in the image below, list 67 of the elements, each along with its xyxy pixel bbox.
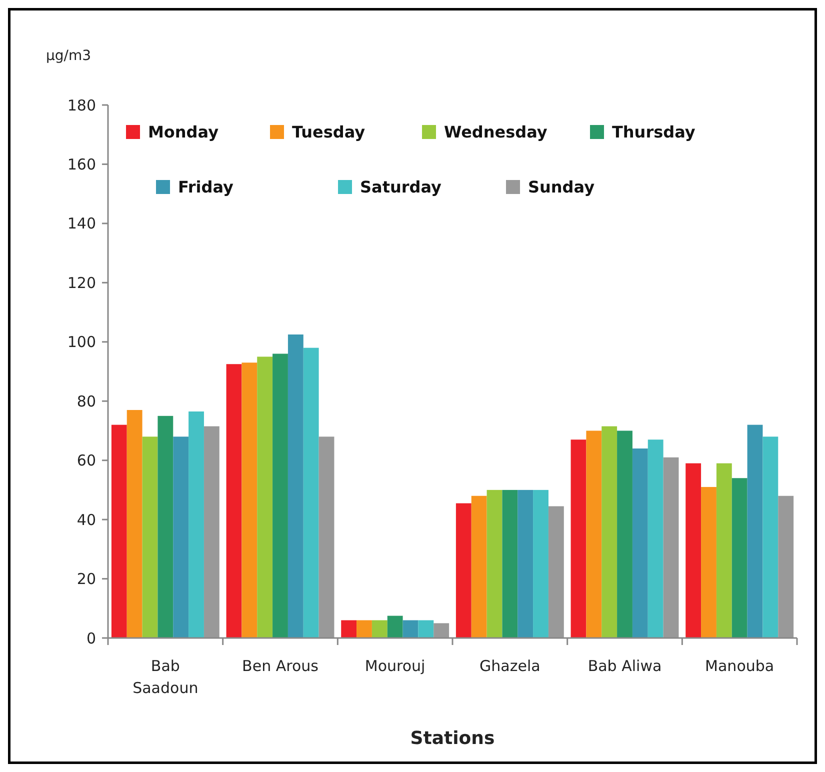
bar	[126, 410, 142, 638]
x-tick-label: Bab Aliwa	[588, 657, 662, 675]
x-tick-label: Ben Arous	[242, 657, 319, 675]
bar	[701, 486, 716, 638]
bar	[372, 620, 388, 638]
bar	[303, 348, 319, 638]
legend-label: Thursday	[612, 122, 696, 142]
bar	[533, 490, 548, 638]
bar	[732, 478, 748, 638]
bar	[648, 440, 664, 638]
bar	[778, 496, 794, 638]
bar	[632, 448, 648, 638]
bar	[402, 620, 418, 638]
y-tick-label: 120	[67, 274, 96, 292]
bar	[617, 430, 632, 638]
legend-label: Tuesday	[292, 122, 366, 142]
bar	[288, 334, 304, 638]
bar	[570, 440, 586, 638]
bar	[486, 490, 502, 638]
bar	[747, 424, 763, 638]
legend-label: Friday	[178, 178, 234, 197]
bar	[602, 426, 618, 638]
legend-label: Saturday	[360, 178, 442, 197]
bar	[456, 503, 472, 638]
bar	[242, 362, 258, 638]
y-axis-title: µg/m3	[46, 48, 92, 64]
bar	[663, 457, 679, 638]
x-tick-label: Mourouj	[364, 657, 426, 675]
bar	[586, 430, 602, 638]
y-tick-label: 100	[67, 333, 96, 352]
bar	[318, 436, 334, 638]
y-tick-label: 180	[67, 96, 96, 114]
bar	[548, 506, 564, 638]
bar	[111, 424, 127, 638]
x-tick-label: Ghazela	[480, 657, 540, 675]
y-tick-label: 0	[86, 629, 96, 648]
bar	[188, 411, 204, 638]
legend-label: Sunday	[528, 178, 596, 197]
bar	[226, 364, 242, 638]
bar	[471, 496, 487, 638]
y-tick-label: 160	[67, 155, 96, 174]
legend-label: Monday	[148, 122, 220, 142]
x-tick-label: Manouba	[705, 657, 774, 675]
bar	[716, 463, 732, 638]
bar	[341, 620, 357, 638]
bar	[204, 426, 220, 638]
x-tick-label: Bab Saadoun	[132, 657, 198, 697]
bar	[518, 490, 534, 638]
y-tick-label: 60	[76, 452, 96, 470]
y-tick-label: 20	[76, 570, 96, 588]
bar	[142, 436, 158, 638]
bar	[173, 436, 189, 638]
legend-label: Wednesday	[444, 122, 548, 142]
bar	[418, 620, 434, 638]
x-axis-title: Stations	[410, 728, 495, 749]
bar	[686, 463, 702, 638]
bar	[387, 616, 403, 638]
bar	[272, 354, 288, 638]
bar	[257, 356, 273, 638]
y-tick-label: 140	[67, 214, 96, 233]
bar	[434, 623, 450, 638]
bar	[762, 436, 778, 638]
y-tick-label: 80	[76, 392, 96, 410]
bar	[502, 490, 518, 638]
bar	[158, 416, 174, 638]
y-tick-label: 40	[76, 510, 96, 529]
bar	[356, 620, 372, 638]
